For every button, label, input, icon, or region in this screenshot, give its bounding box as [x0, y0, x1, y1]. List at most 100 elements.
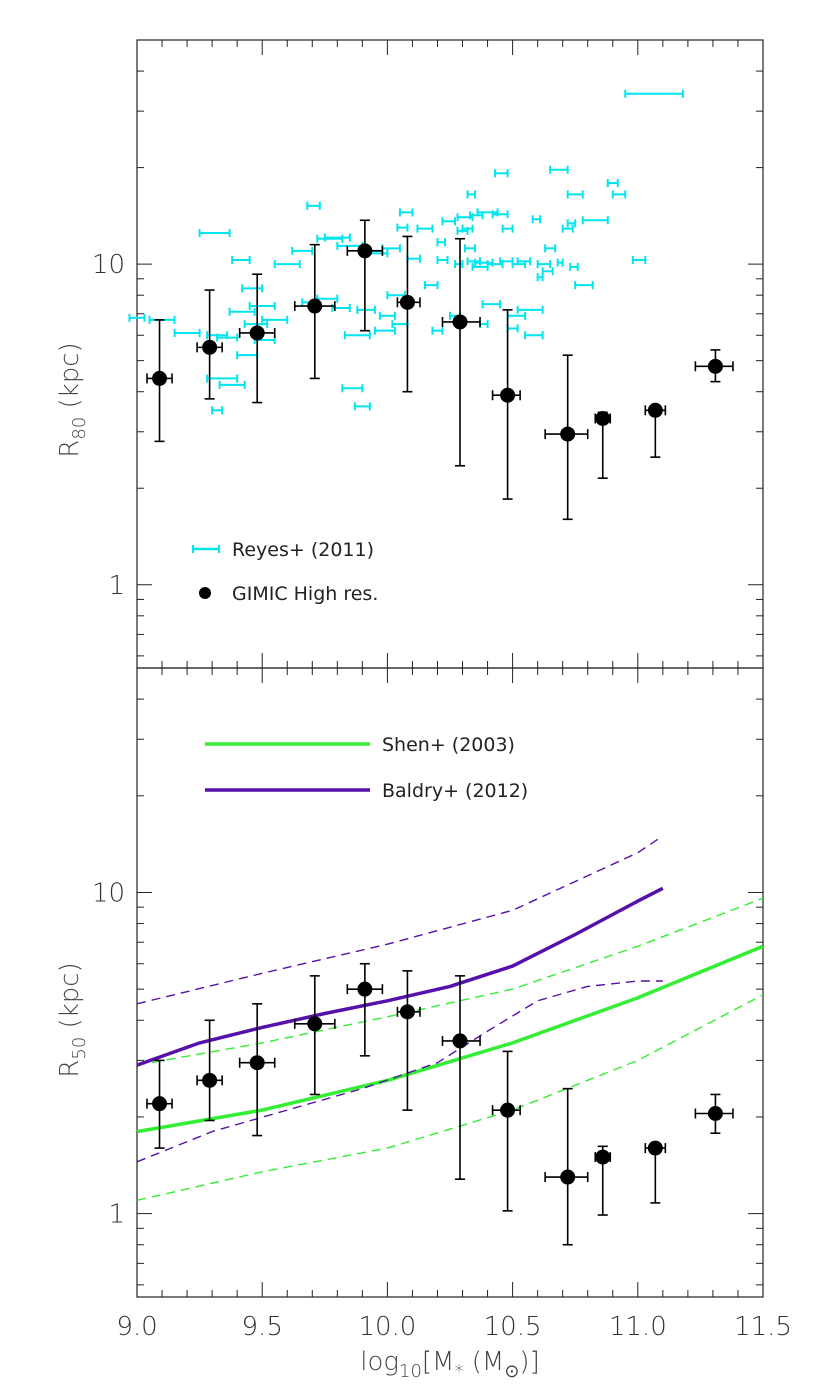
- reyes-errorbar: [236, 351, 259, 360]
- reyes-errorbar: [241, 284, 264, 293]
- reyes-errorbar: [306, 201, 321, 210]
- gimic-marker: [500, 387, 516, 403]
- reyes-errorbar: [206, 374, 239, 383]
- top-gimic-point: [491, 309, 521, 500]
- legend-label-baldry: Baldry+ (2012): [382, 780, 528, 802]
- reyes-errorbar: [431, 326, 444, 335]
- reyes-errorbar: [501, 224, 514, 233]
- reyes-errorbar: [606, 179, 619, 188]
- reyes-errorbar: [436, 255, 449, 264]
- bottom-y-tick-label: 10: [92, 878, 125, 908]
- gimic-marker: [399, 294, 415, 310]
- x-tick-label: 10.0: [358, 1312, 416, 1342]
- bottom-gimic-point: [441, 975, 481, 1180]
- reyes-errorbar: [216, 333, 239, 342]
- reyes-errorbar: [441, 217, 457, 226]
- top-y-tick-label: 1: [108, 571, 125, 601]
- reyes-errorbar: [536, 260, 552, 269]
- reyes-errorbar: [624, 89, 684, 98]
- legend-label-gimic: GIMIC High res.: [232, 583, 378, 605]
- gimic-marker: [452, 1033, 468, 1049]
- gimic-marker: [249, 1055, 265, 1071]
- reyes-errorbar: [406, 254, 421, 263]
- reyes-errorbar: [243, 320, 269, 329]
- top-gimic-point: [594, 410, 612, 479]
- shen-scatter-line: [136, 994, 764, 1201]
- reyes-errorbar: [461, 224, 474, 233]
- top-gimic-point: [694, 349, 734, 383]
- top-plot-frame: [136, 39, 764, 669]
- bottom-gimic-point: [346, 962, 384, 1057]
- reyes-errorbar: [423, 281, 439, 290]
- gimic-marker: [452, 314, 468, 330]
- x-tick-label: 11.5: [734, 1312, 792, 1342]
- reyes-errorbar: [566, 190, 584, 199]
- top-gimic-point: [644, 402, 667, 458]
- x-tick-label: 9.0: [116, 1312, 157, 1342]
- bottom-gimic-point: [594, 1145, 612, 1216]
- bottom-gimic-point: [146, 1059, 173, 1149]
- legend-label-shen: Shen+ (2003): [382, 734, 515, 756]
- reyes-errorbar: [396, 223, 409, 232]
- top-gimic-point: [146, 319, 173, 443]
- gimic-marker: [249, 325, 265, 341]
- gimic-marker: [560, 1169, 576, 1185]
- gimic-marker: [152, 1096, 168, 1112]
- top-legend: Reyes+ (2011) GIMIC High res.: [192, 539, 378, 605]
- gimic-marker: [500, 1102, 516, 1118]
- bottom-gimic-point: [196, 1019, 223, 1122]
- x-tick-label: 11.0: [609, 1312, 667, 1342]
- gimic-marker: [595, 1149, 611, 1165]
- reyes-errorbar: [464, 244, 477, 253]
- x-tick-label: 9.5: [242, 1312, 283, 1342]
- reyes-errorbar: [516, 305, 544, 314]
- reyes-errorbar: [381, 244, 401, 253]
- reyes-errorbar: [211, 406, 224, 415]
- reyes-errorbar: [524, 331, 544, 340]
- gimic-marker: [357, 981, 373, 997]
- legend-marker-reyes: [192, 545, 220, 553]
- bottom-y-axis-title: R50 (kpc): [55, 962, 90, 1077]
- baldry-scatter-line: [136, 980, 663, 1163]
- gimic-marker: [707, 358, 723, 374]
- reyes-errorbar: [373, 326, 396, 335]
- top-gimic-point: [441, 237, 481, 467]
- bottom-gimic-point: [491, 1050, 521, 1212]
- reyes-errorbar: [566, 219, 577, 228]
- reyes-errorbar: [436, 238, 446, 247]
- gimic-marker: [357, 243, 373, 259]
- reyes-errorbar: [561, 224, 574, 233]
- top-gimic-point: [346, 219, 384, 332]
- gimic-marker: [595, 410, 611, 426]
- reyes-errorbar: [398, 208, 414, 217]
- reyes-errorbar: [516, 257, 532, 266]
- shen-relation-line: [136, 944, 764, 1134]
- reyes-errorbar: [261, 315, 289, 324]
- legend-label-reyes: Reyes+ (2011): [232, 539, 374, 561]
- bottom-legend: Shen+ (2003) Baldry+ (2012): [205, 734, 528, 802]
- gimic-marker: [647, 402, 663, 418]
- reyes-errorbar: [569, 262, 579, 271]
- reyes-errorbar: [466, 190, 477, 199]
- reyes-errorbar: [353, 402, 371, 411]
- gimic-marker: [202, 1072, 218, 1088]
- reyes-errorbar: [556, 258, 564, 267]
- reyes-errorbar: [611, 190, 627, 199]
- bottom-gimic-point: [544, 1087, 589, 1246]
- gimic-marker: [202, 339, 218, 355]
- legend-marker-gimic: [199, 587, 211, 599]
- reyes-errorbar: [218, 380, 246, 389]
- reyes-errorbar: [494, 169, 509, 178]
- gimic-marker: [152, 370, 168, 386]
- reyes-errorbar: [341, 384, 364, 393]
- reyes-errorbar: [574, 281, 594, 290]
- reyes-errorbar: [228, 307, 256, 316]
- reyes-errorbar: [506, 324, 519, 333]
- top-y-axis-title: R80 (kpc): [55, 342, 90, 457]
- reyes-errorbar: [479, 320, 489, 329]
- bottom-plot-frame: [136, 667, 764, 1298]
- reyes-errorbar: [173, 328, 201, 337]
- top-gimic-point: [196, 289, 223, 400]
- reyes-errorbar: [416, 224, 434, 233]
